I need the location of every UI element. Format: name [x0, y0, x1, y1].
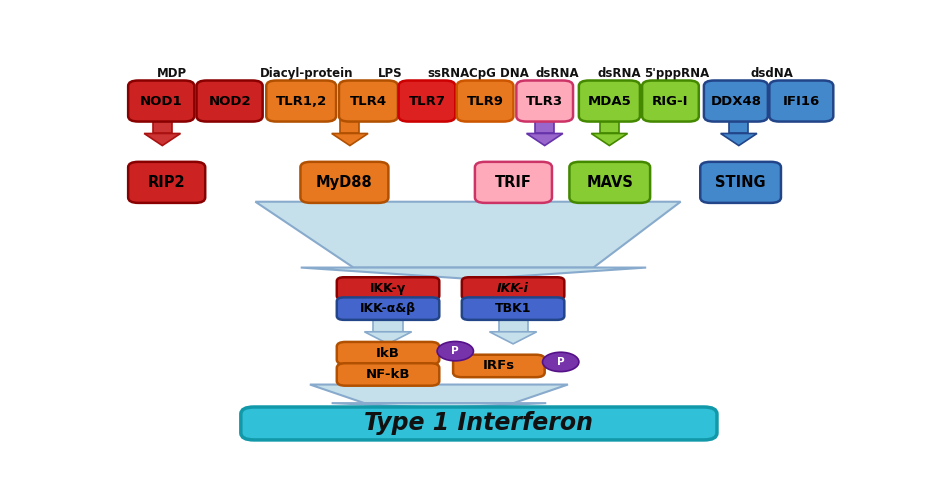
FancyBboxPatch shape — [769, 80, 833, 122]
Text: P: P — [451, 346, 459, 356]
Text: NOD2: NOD2 — [208, 95, 250, 108]
FancyBboxPatch shape — [266, 80, 336, 122]
Text: IRFs: IRFs — [483, 360, 515, 372]
Text: NOD1: NOD1 — [140, 95, 183, 108]
FancyBboxPatch shape — [399, 80, 455, 122]
Text: dsdNA: dsdNA — [750, 67, 793, 80]
Polygon shape — [153, 120, 172, 133]
Text: P: P — [557, 357, 565, 367]
Text: DDX48: DDX48 — [710, 95, 762, 108]
FancyBboxPatch shape — [129, 162, 205, 203]
FancyBboxPatch shape — [339, 80, 398, 122]
Polygon shape — [526, 133, 563, 145]
FancyBboxPatch shape — [337, 342, 439, 364]
Text: TRIF: TRIF — [495, 175, 532, 190]
Circle shape — [542, 352, 579, 372]
Polygon shape — [364, 332, 412, 344]
Text: MDA5: MDA5 — [587, 95, 631, 108]
Text: TLR3: TLR3 — [526, 95, 563, 108]
Text: dsRNA: dsRNA — [597, 67, 641, 80]
Polygon shape — [373, 319, 402, 332]
FancyBboxPatch shape — [337, 277, 439, 300]
Polygon shape — [490, 332, 537, 344]
FancyBboxPatch shape — [129, 80, 194, 122]
Polygon shape — [600, 120, 619, 133]
FancyBboxPatch shape — [516, 80, 573, 122]
Polygon shape — [720, 133, 757, 145]
FancyBboxPatch shape — [241, 407, 717, 440]
Text: STING: STING — [716, 175, 766, 190]
Text: TLR7: TLR7 — [408, 95, 446, 108]
FancyBboxPatch shape — [461, 277, 565, 300]
FancyBboxPatch shape — [461, 297, 565, 320]
Text: MDP: MDP — [157, 67, 187, 80]
Text: TLR1,2: TLR1,2 — [276, 95, 326, 108]
FancyBboxPatch shape — [643, 80, 699, 122]
FancyBboxPatch shape — [300, 162, 388, 203]
Polygon shape — [730, 120, 749, 133]
Text: Diacyl-protein: Diacyl-protein — [260, 67, 353, 80]
Polygon shape — [332, 133, 368, 145]
Text: TLR4: TLR4 — [350, 95, 387, 108]
Text: IKK-α&β: IKK-α&β — [360, 302, 416, 315]
Text: NF-kB: NF-kB — [366, 368, 410, 381]
Text: Type 1 Interferon: Type 1 Interferon — [364, 411, 594, 436]
Text: IFI16: IFI16 — [782, 95, 820, 108]
Text: TBK1: TBK1 — [495, 302, 531, 315]
Text: MyD88: MyD88 — [316, 175, 372, 190]
Polygon shape — [536, 120, 554, 133]
Polygon shape — [340, 120, 359, 133]
Polygon shape — [255, 202, 681, 268]
Text: RIP2: RIP2 — [148, 175, 186, 190]
FancyBboxPatch shape — [569, 162, 650, 203]
Circle shape — [437, 342, 474, 361]
Polygon shape — [301, 268, 646, 279]
Polygon shape — [332, 403, 546, 408]
Text: LPS: LPS — [377, 67, 402, 80]
FancyBboxPatch shape — [337, 363, 439, 386]
Text: RIG-I: RIG-I — [652, 95, 688, 108]
Text: dsRNA: dsRNA — [536, 67, 579, 80]
FancyBboxPatch shape — [457, 80, 513, 122]
Polygon shape — [144, 133, 180, 145]
FancyBboxPatch shape — [453, 355, 545, 377]
FancyBboxPatch shape — [701, 162, 781, 203]
Text: CpG DNA: CpG DNA — [469, 67, 529, 80]
Polygon shape — [591, 133, 628, 145]
FancyBboxPatch shape — [475, 162, 552, 203]
Text: TLR9: TLR9 — [466, 95, 504, 108]
Text: IkB: IkB — [376, 347, 400, 360]
Polygon shape — [498, 319, 527, 332]
Polygon shape — [310, 384, 568, 403]
Text: 5'pppRNA: 5'pppRNA — [644, 67, 710, 80]
FancyBboxPatch shape — [337, 297, 439, 320]
Text: MAVS: MAVS — [586, 175, 633, 190]
FancyBboxPatch shape — [704, 80, 768, 122]
FancyBboxPatch shape — [196, 80, 263, 122]
Text: ssRNA: ssRNA — [427, 67, 469, 80]
FancyBboxPatch shape — [579, 80, 640, 122]
Text: IKK-γ: IKK-γ — [370, 282, 406, 295]
Text: IKK-i: IKK-i — [497, 282, 529, 295]
